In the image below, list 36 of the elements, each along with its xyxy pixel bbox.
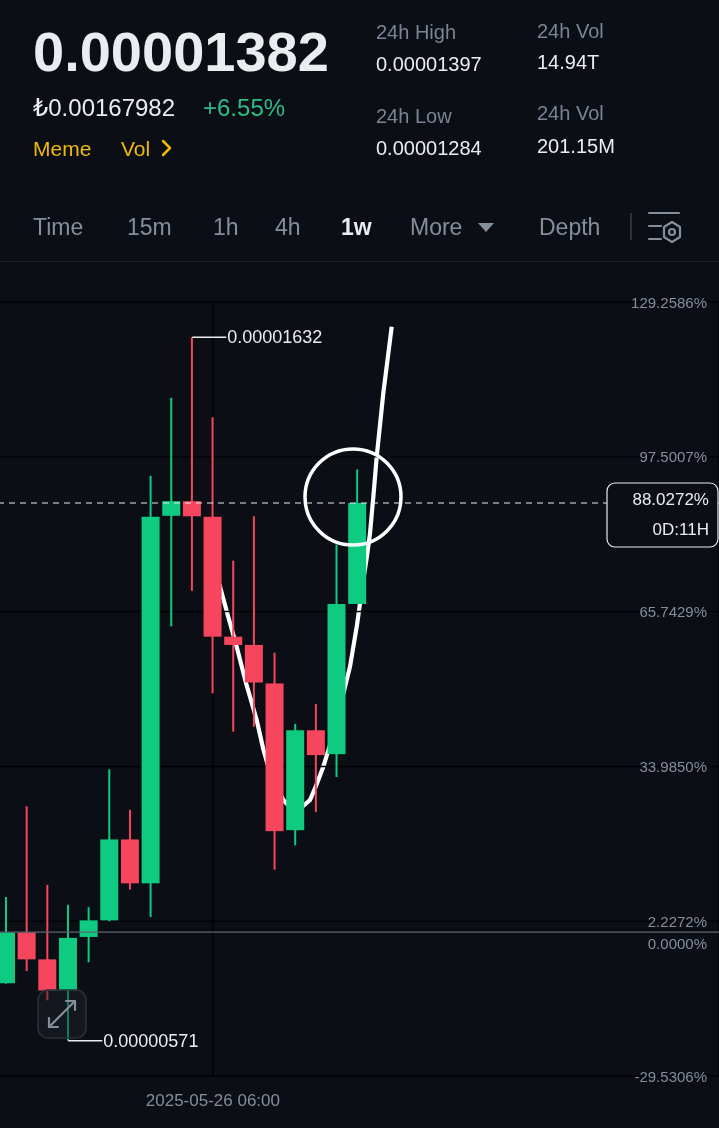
- y-tick-label: 129.2586%: [631, 293, 707, 311]
- text: 1w: [341, 213, 372, 240]
- annotation: 0.00001632: [227, 327, 323, 348]
- text: 201.15M: [537, 135, 615, 157]
- x-tick-label: 2025-05-26 06:00: [145, 1091, 281, 1111]
- candlestick: [79, 906, 98, 964]
- ref-line-label: 0.0000%: [647, 934, 707, 952]
- text: Depth: [539, 213, 601, 240]
- text: 15m: [127, 213, 172, 240]
- text: 14.94T: [537, 51, 600, 73]
- text: 24h High: [376, 21, 457, 43]
- y-tick-label: 33.9850%: [639, 757, 707, 775]
- text: Meme: [33, 136, 92, 160]
- y-tick-label: -29.5306%: [634, 1067, 707, 1085]
- y-tick-label: 65.7429%: [639, 603, 707, 621]
- text: Time: [33, 213, 84, 240]
- candlestick: [182, 336, 201, 592]
- y-tick-label: 97.5007%: [639, 448, 707, 466]
- text: ₺0.00167982: [33, 94, 176, 121]
- text: 1h: [213, 213, 239, 240]
- text: 24h Low: [376, 105, 452, 127]
- text: 24h Vol: [537, 20, 604, 42]
- text: 0.00001397: [376, 53, 482, 75]
- candlestick: [162, 396, 181, 628]
- text: 24h Vol: [537, 102, 604, 124]
- y-tick-label: 2.2272%: [647, 912, 707, 930]
- ref-line-label: 88.0272%: [632, 490, 709, 510]
- text: More: [410, 213, 463, 240]
- annotation: 0.00000571: [103, 1030, 199, 1051]
- text: +6.55%: [203, 94, 286, 121]
- candlestick: [224, 559, 243, 733]
- text: 0.00001284: [376, 137, 482, 159]
- chart-title: 0.00001382: [33, 20, 329, 83]
- annotation: 0D:11H: [652, 520, 709, 540]
- text: Vol: [121, 136, 151, 160]
- text: 4h: [275, 213, 301, 240]
